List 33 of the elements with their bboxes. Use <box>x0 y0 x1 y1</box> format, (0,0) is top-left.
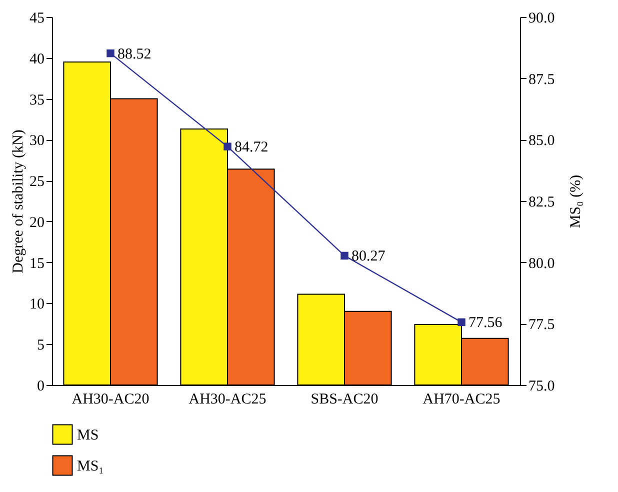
legend-label: MS <box>77 428 99 444</box>
y-tick-label: 10 <box>30 296 44 313</box>
y-tick-label: 30 <box>30 133 44 150</box>
data-label: 80.27 <box>352 248 386 265</box>
data-label: 88.52 <box>118 46 152 62</box>
legend-label: MS₁ <box>77 458 104 474</box>
y2-tick-label: 75.0 <box>528 378 555 394</box>
x-tick-label: AH70-AC25 <box>422 392 500 408</box>
y-tick-label: 25 <box>30 174 44 190</box>
y-tick-label: 5 <box>37 338 44 354</box>
y2-tick-label: 77.5 <box>528 317 555 334</box>
y-tick-label: 20 <box>30 214 44 231</box>
y-tick-label: 15 <box>30 256 44 272</box>
y2-tick-label: 85.0 <box>528 133 555 150</box>
x-tick-label: SBS-AC20 <box>310 392 378 408</box>
y-axis-title: Degree of stability (kN) <box>10 130 26 274</box>
y2-tick-label: 82.5 <box>528 194 555 210</box>
x-tick-label: AH30-AC20 <box>72 392 150 408</box>
y-tick-label: 45 <box>30 10 44 26</box>
y-tick-label: 0 <box>37 378 44 394</box>
point <box>340 252 348 260</box>
y2-axis-title: MS₀ (%) <box>568 174 584 228</box>
x-tick-label: AH30-AC25 <box>188 392 266 408</box>
point <box>106 49 114 58</box>
y2-tick-label: 90.0 <box>528 10 555 26</box>
data-label: 77.56 <box>468 315 503 332</box>
point <box>458 318 466 326</box>
y-tick-label: 35 <box>30 92 44 108</box>
data-label: 84.72 <box>234 140 268 156</box>
y2-tick-label: 80.0 <box>528 256 555 272</box>
point <box>224 142 232 150</box>
y-tick-label: 40 <box>30 51 44 68</box>
y2-tick-label: 87.5 <box>528 72 555 88</box>
